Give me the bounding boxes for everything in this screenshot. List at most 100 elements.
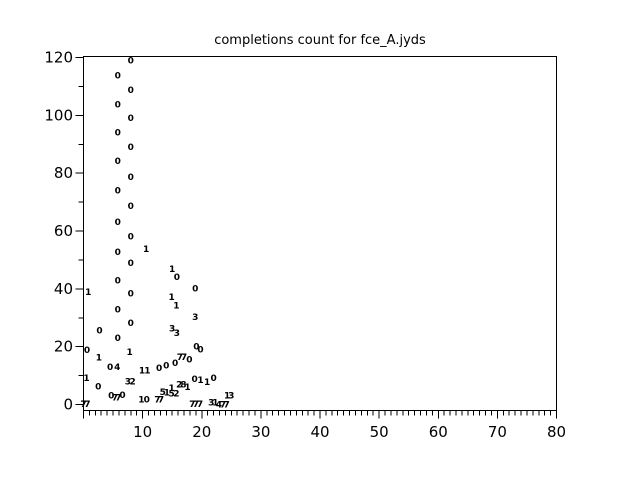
data-point: 1 <box>169 265 175 275</box>
data-point: 0 <box>119 391 125 401</box>
data-point: 0 <box>210 374 216 384</box>
x-axis-tick-label: 30 <box>251 423 270 441</box>
data-point: 0 <box>128 114 134 124</box>
x-axis-tick-label: 60 <box>429 423 448 441</box>
data-point: 7 <box>223 400 229 410</box>
data-point: 1 <box>168 293 174 303</box>
data-point: 1 <box>143 245 149 255</box>
data-point: 8 <box>180 381 186 391</box>
data-point: 0 <box>197 345 203 355</box>
data-point: 0 <box>174 273 180 283</box>
data-point: 0 <box>84 346 90 356</box>
y-axis-tick-label: 0 <box>63 396 73 414</box>
data-point: 7 <box>154 395 160 405</box>
data-point: 7 <box>197 400 203 410</box>
y-axis-tick-label: 80 <box>54 164 73 182</box>
data-point: 0 <box>128 290 134 300</box>
data-point: 0 <box>96 326 102 336</box>
data-point: 0 <box>95 382 101 392</box>
data-point: 1 <box>168 384 174 394</box>
data-point: 7 <box>112 393 118 403</box>
data-point: 5 <box>168 390 174 400</box>
data-point: 3 <box>125 377 131 387</box>
data-point: 5 <box>160 388 166 398</box>
x-axis-tick-label: 50 <box>370 423 389 441</box>
data-point: 7 <box>189 400 195 410</box>
data-point: 3 <box>174 329 180 339</box>
data-point: 0 <box>115 129 121 139</box>
data-point: 7 <box>181 353 187 363</box>
data-point: 7 <box>177 353 183 363</box>
y-axis-tick-label: 100 <box>44 106 73 124</box>
data-point: 0 <box>128 202 134 212</box>
data-point: 0 <box>115 101 121 111</box>
data-point: 1 <box>224 391 230 401</box>
data-point: 0 <box>115 218 121 228</box>
plot-frame <box>83 56 557 411</box>
data-point: 3 <box>228 391 234 401</box>
data-point: 4 <box>216 400 222 410</box>
data-point: 0 <box>115 186 121 196</box>
data-point: 0 <box>115 276 121 286</box>
x-axis-tick-label: 40 <box>310 423 329 441</box>
data-point: 0 <box>192 375 198 385</box>
data-point: 2 <box>129 377 135 387</box>
y-axis-tick-label: 20 <box>54 338 73 356</box>
data-point: 0 <box>193 342 199 352</box>
data-point: 1 <box>184 383 190 393</box>
data-point: 0 <box>115 306 121 316</box>
data-point: 0 <box>128 173 134 183</box>
data-point: 1 <box>126 348 132 358</box>
data-point: 1 <box>144 366 150 376</box>
data-point: 1 <box>85 288 91 298</box>
data-point: 1 <box>139 366 145 376</box>
data-point: 0 <box>115 71 121 81</box>
data-point: 2 <box>173 390 179 400</box>
data-point: 7 <box>80 400 86 410</box>
y-axis-tick-label: 40 <box>54 280 73 298</box>
data-point: 1 <box>173 302 179 312</box>
x-axis-tick-label: 10 <box>133 423 152 441</box>
data-point: 0 <box>156 364 162 374</box>
data-point: 0 <box>108 392 114 402</box>
data-point: 7 <box>115 393 121 403</box>
data-point: 0 <box>128 259 134 269</box>
data-point: 0 <box>186 355 192 365</box>
data-point: 3 <box>192 313 198 323</box>
data-point: 0 <box>115 157 121 167</box>
data-point: 1 <box>138 395 144 405</box>
data-point: 0 <box>115 248 121 258</box>
chart-title: completions count for fce_A.jyds <box>214 33 426 48</box>
x-axis-tick-label: 70 <box>488 423 507 441</box>
y-axis-tick-label: 60 <box>54 222 73 240</box>
data-point: 0 <box>163 361 169 371</box>
data-point: 0 <box>115 334 121 344</box>
x-axis-tick-label: 20 <box>192 423 211 441</box>
x-axis-tick-label: 80 <box>547 423 566 441</box>
data-point: 2 <box>176 381 182 391</box>
data-point: 1 <box>83 374 89 384</box>
data-point: 1 <box>164 389 170 399</box>
data-point: 0 <box>144 395 150 405</box>
y-axis-tick-label: 120 <box>44 49 73 67</box>
data-point: 0 <box>172 359 178 369</box>
data-point: 3 <box>169 325 175 335</box>
data-point: 0 <box>128 56 134 66</box>
data-point: 1 <box>96 354 102 364</box>
data-point: 1 <box>204 378 210 388</box>
data-point: 3 <box>208 399 214 409</box>
data-point: 7 <box>193 400 199 410</box>
data-point: 0 <box>128 232 134 242</box>
data-point: 7 <box>84 400 90 410</box>
data-point: 0 <box>192 285 198 295</box>
data-point: 0 <box>107 363 113 373</box>
data-point: 1 <box>212 399 218 409</box>
data-point: 1 <box>197 376 203 386</box>
data-point: 7 <box>158 395 164 405</box>
data-point: 4 <box>114 363 120 373</box>
data-point: 0 <box>128 319 134 329</box>
data-point: 0 <box>128 143 134 153</box>
data-point: 7 <box>220 400 226 410</box>
